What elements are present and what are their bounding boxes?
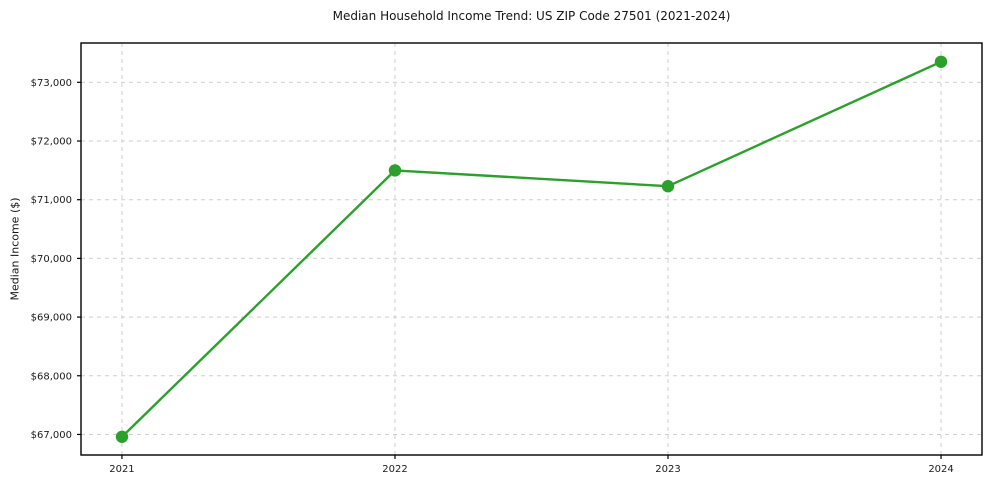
y-tick-label: $68,000 (31, 371, 72, 382)
y-tick-label: $70,000 (31, 254, 72, 265)
chart-title: Median Household Income Trend: US ZIP Co… (332, 9, 731, 23)
y-tick-label: $69,000 (31, 313, 72, 324)
y-tick-label: $67,000 (31, 430, 72, 441)
data-point-marker (388, 164, 402, 177)
x-tick-label: 2023 (655, 464, 680, 475)
data-point-marker (115, 430, 129, 443)
data-point-marker (934, 55, 948, 68)
x-tick-label: 2022 (382, 464, 407, 475)
x-tick-label: 2021 (109, 464, 134, 475)
y-tick-label: $73,000 (31, 78, 72, 89)
plot-border (80, 42, 983, 456)
y-tick-label: $71,000 (31, 195, 72, 206)
data-point-marker (661, 180, 675, 193)
y-tick-label: $72,000 (31, 137, 72, 148)
x-tick-label: 2024 (928, 464, 953, 475)
trend-line (121, 60, 942, 438)
